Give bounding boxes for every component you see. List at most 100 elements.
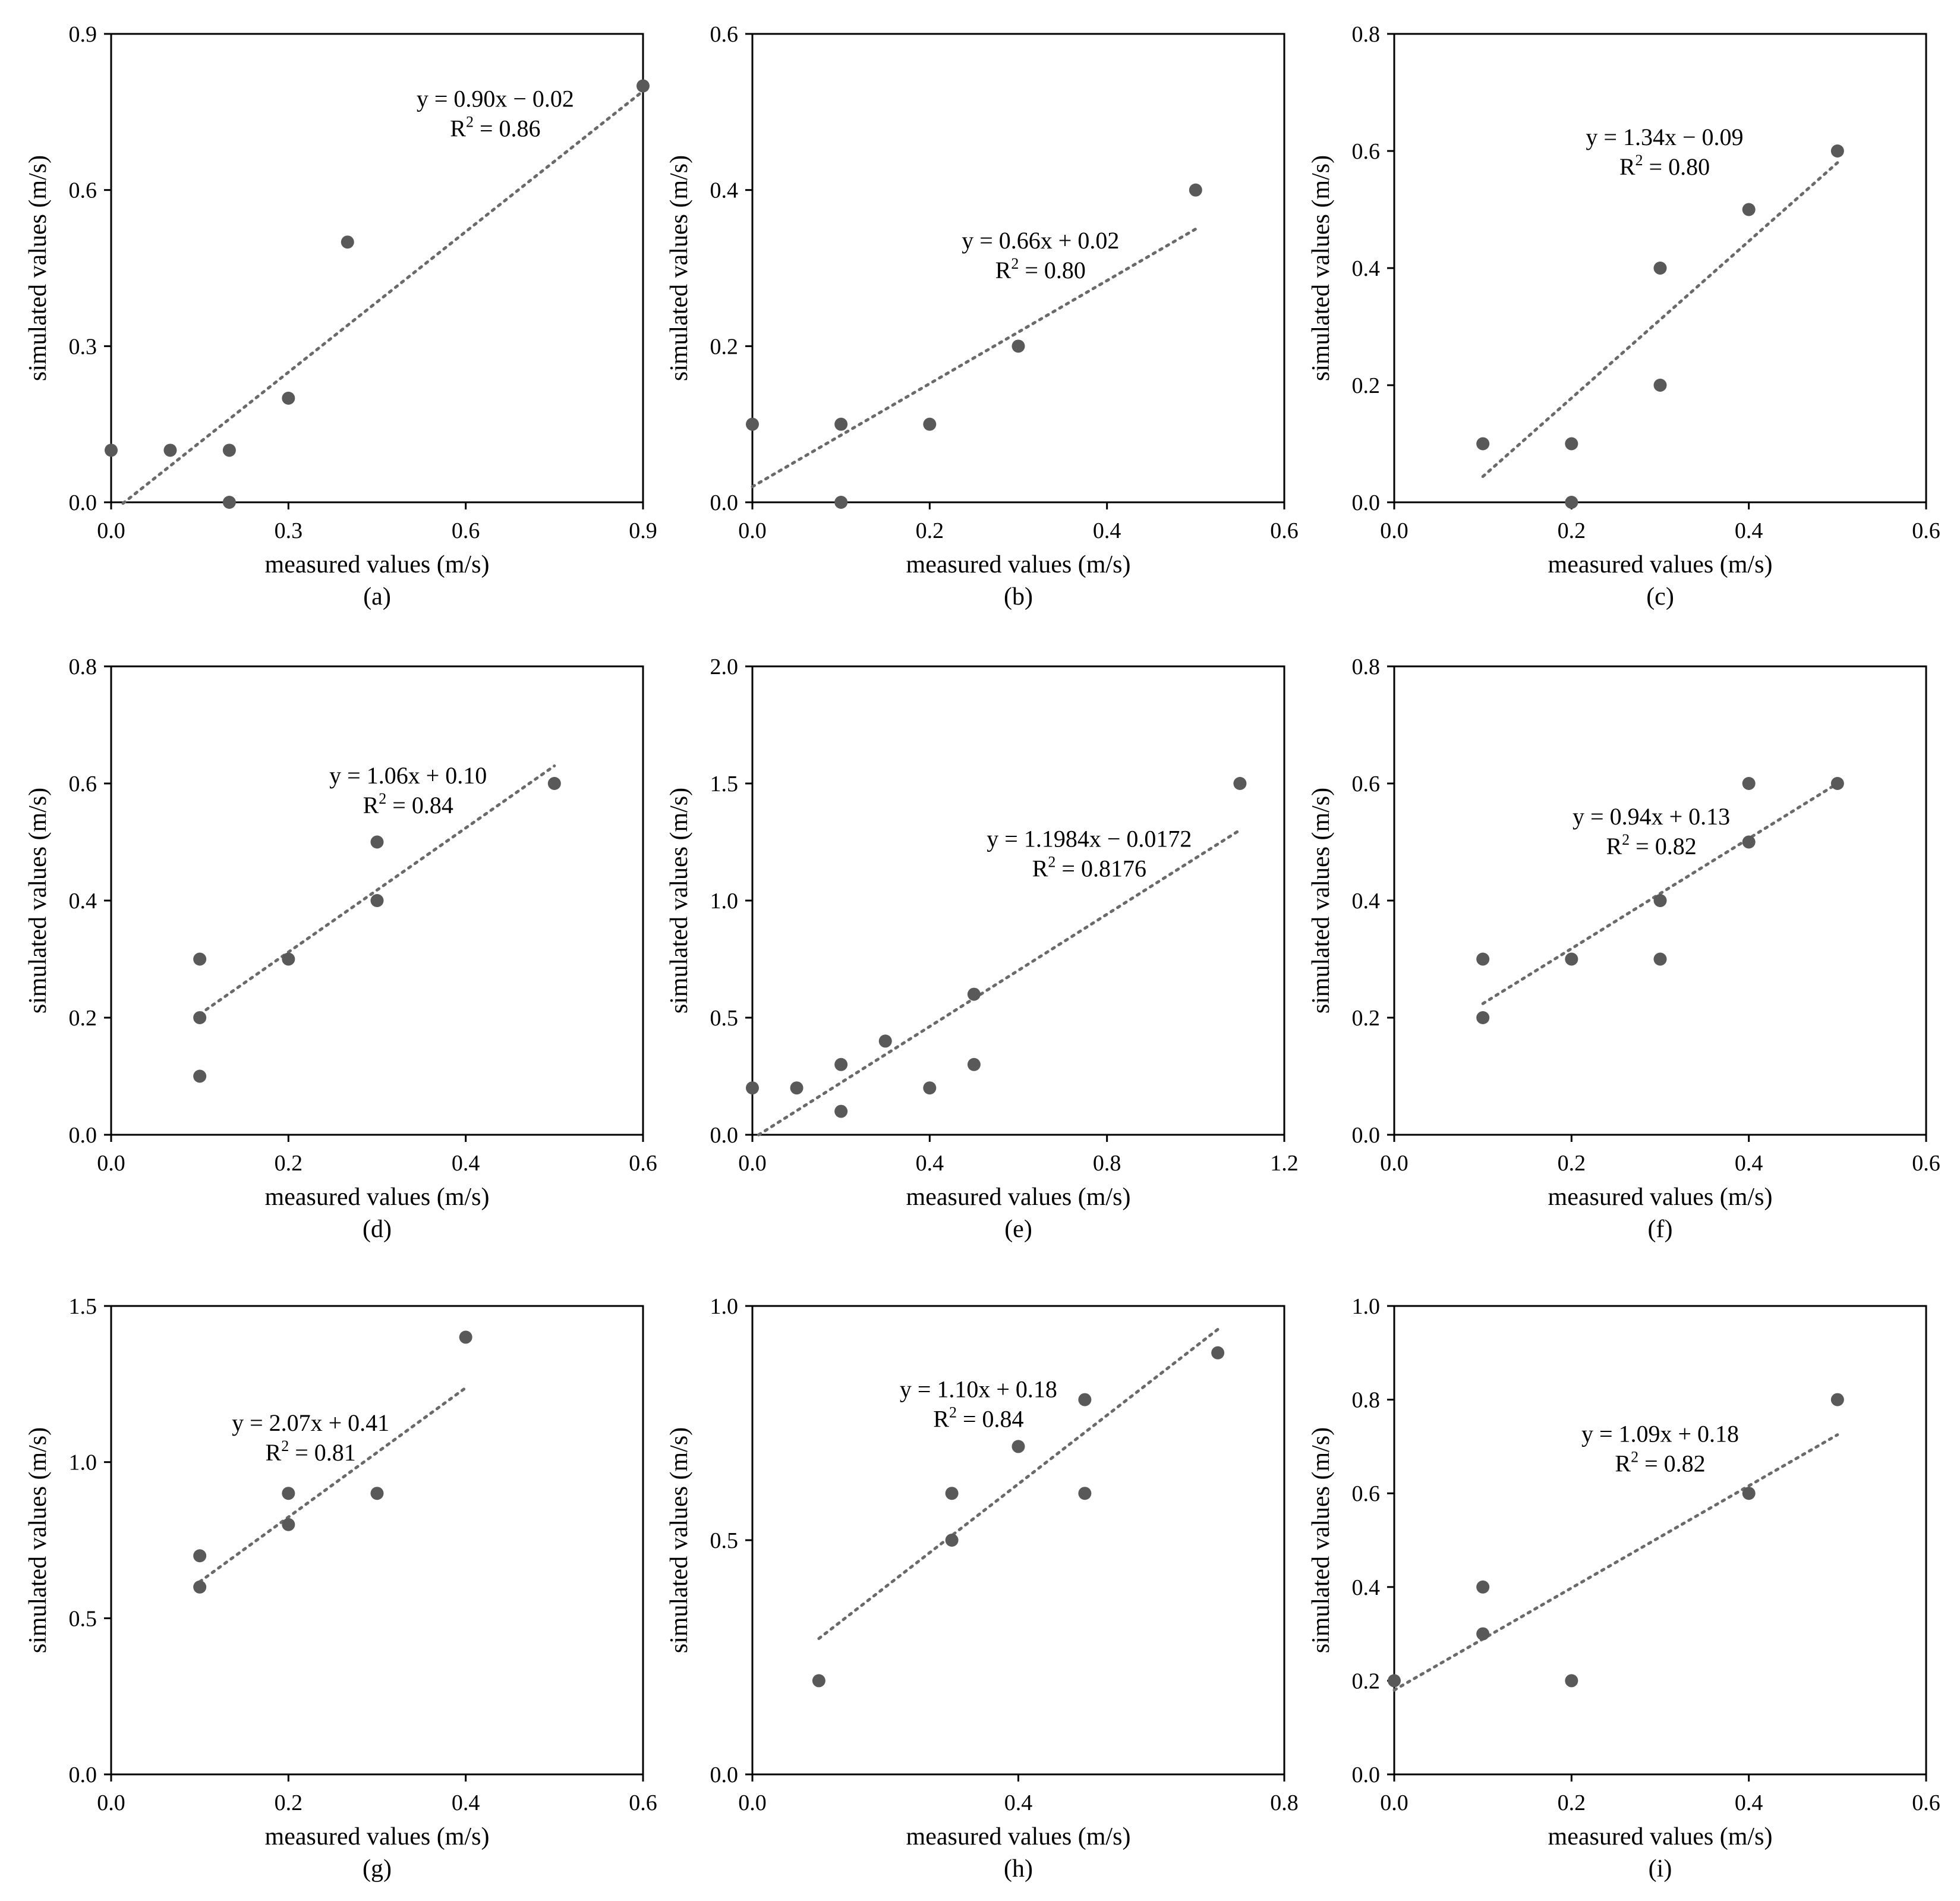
chart-panel-1: 0.0 0.3 0.6 0.9 0.0 0.3 0.6 0.9 measured values … [24, 22, 657, 610]
y-axis-label: simulated values (m/s) [666, 788, 693, 1014]
y-tick-label: 0.8 [1352, 1388, 1381, 1413]
r2-prefix: R [933, 1406, 949, 1433]
x-axis-label: measured values (m/s) [906, 1823, 1131, 1850]
regression-equation: y = 1.06x + 0.10 [329, 762, 487, 789]
y-tick-label: 0.6 [1352, 139, 1381, 164]
r2-superscript: 2 [466, 114, 474, 131]
regression-equation: y = 0.94x + 0.13 [1573, 803, 1730, 830]
panel-caption: (i) [1649, 1855, 1672, 1883]
data-point [945, 1487, 959, 1500]
data-point [193, 1069, 207, 1083]
data-point [834, 496, 848, 509]
data-point [1742, 1487, 1756, 1500]
r-squared-label: R2 = 0.80 [1619, 152, 1710, 180]
regression-equation: y = 1.1984x − 0.0172 [987, 825, 1192, 852]
data-point [1476, 1011, 1490, 1024]
data-point [1565, 1674, 1578, 1688]
r2-value: = 0.80 [1019, 257, 1086, 284]
y-tick-label: 1.0 [710, 1294, 739, 1319]
data-point [459, 1330, 472, 1344]
chart-panel-2: 0.0 0.2 0.4 0.6 0.0 0.2 0.4 0.6 measured values … [666, 22, 1299, 610]
data-point [1078, 1487, 1092, 1500]
y-tick-label: 0.6 [1352, 1481, 1381, 1506]
r-squared-label: R2 = 0.81 [266, 1437, 356, 1466]
y-tick-label: 0.5 [710, 1006, 739, 1031]
data-point [834, 1057, 848, 1071]
data-point [222, 496, 236, 509]
x-tick-label: 0.9 [629, 518, 657, 543]
y-tick-label: 0.4 [1352, 1575, 1381, 1600]
y-tick-label: 0.2 [710, 334, 739, 359]
r2-superscript: 2 [1636, 152, 1643, 169]
x-axis-label: measured values (m/s) [1548, 551, 1773, 578]
r2-superscript: 2 [949, 1404, 957, 1421]
r2-superscript: 2 [1631, 1449, 1638, 1466]
data-point [945, 1534, 959, 1547]
x-tick-label: 0.6 [1912, 1790, 1940, 1815]
x-tick-label: 0.2 [1558, 518, 1586, 543]
y-axis-label: simulated values (m/s) [24, 155, 52, 381]
plot-frame [751, 665, 1285, 1136]
r2-prefix: R [1619, 153, 1636, 180]
data-point [878, 1034, 892, 1048]
r2-prefix: R [266, 1439, 282, 1466]
y-tick-label: 0.0 [1352, 1762, 1381, 1787]
x-axis-label: measured values (m/s) [265, 1823, 490, 1850]
trendline [751, 227, 1198, 489]
data-point [193, 1011, 207, 1024]
chart-panel-6: 0.0 0.2 0.4 0.6 0.0 0.2 0.4 0.6 0.8 measured valu… [1307, 654, 1940, 1243]
x-tick-label: 0.4 [916, 1151, 944, 1176]
x-tick-label: 0.8 [1093, 1151, 1121, 1176]
x-tick-label: 0.0 [738, 1790, 767, 1815]
x-tick-label: 0.4 [1735, 518, 1763, 543]
x-tick-label: 0.4 [1093, 518, 1121, 543]
data-point [222, 443, 236, 457]
panel-caption: (e) [1004, 1216, 1032, 1243]
panel-caption: (g) [363, 1855, 392, 1883]
x-tick-label: 0.4 [452, 1151, 480, 1176]
y-tick-label: 1.0 [1352, 1294, 1381, 1319]
y-tick-label: 0.0 [710, 490, 739, 515]
chart-panel-9: 0.0 0.2 0.4 0.6 0.0 0.2 0.4 0.6 0.8 1.0 measured v… [1307, 1294, 1940, 1883]
y-tick-label: 0.0 [69, 1123, 97, 1148]
x-axis-label: measured values (m/s) [265, 1184, 490, 1211]
trendline [1481, 161, 1839, 479]
r-squared-label: R2 = 0.84 [933, 1404, 1023, 1433]
panel-caption: (b) [1004, 583, 1033, 610]
x-tick-label: 0.0 [738, 1151, 767, 1176]
trendline [121, 89, 645, 505]
y-axis-label: simulated values (m/s) [666, 155, 693, 381]
r-squared-label: R2 = 0.8176 [1032, 853, 1146, 882]
chart-panel-8: 0.0 0.4 0.8 0.0 0.5 1.0 measured values (m/s) s… [666, 1294, 1299, 1883]
plot-frame [110, 33, 644, 503]
data-point [282, 391, 295, 405]
data-point [547, 777, 561, 790]
data-point [1476, 1627, 1490, 1641]
x-tick-label: 0.6 [452, 518, 480, 543]
trendline [1481, 782, 1839, 1005]
x-tick-label: 0.0 [97, 1151, 125, 1176]
regression-equation: y = 1.09x + 0.18 [1581, 1421, 1739, 1447]
data-point [1476, 1580, 1490, 1594]
y-tick-label: 0.5 [69, 1606, 97, 1631]
data-point [282, 1487, 295, 1500]
trendline [817, 1327, 1220, 1640]
y-tick-label: 0.4 [1352, 889, 1381, 914]
chart-panel-4: 0.0 0.2 0.4 0.6 0.0 0.2 0.4 0.6 0.8 measured valu… [24, 654, 657, 1243]
r2-prefix: R [450, 115, 466, 142]
data-point [1742, 835, 1756, 849]
y-tick-label: 0.6 [69, 772, 97, 797]
x-axis-label: measured values (m/s) [906, 1184, 1131, 1211]
x-axis-label: measured values (m/s) [906, 551, 1131, 578]
data-point [1653, 262, 1667, 275]
chart-panel-5: 0.0 0.4 0.8 1.2 0.0 0.5 1.0 1.5 2.0 measured valu… [666, 654, 1299, 1243]
data-point [1742, 203, 1756, 216]
y-tick-label: 0.0 [69, 490, 97, 515]
x-tick-label: 0.4 [1735, 1790, 1763, 1815]
y-tick-label: 0.2 [1352, 373, 1381, 398]
x-tick-label: 0.2 [916, 518, 944, 543]
trendline [198, 764, 556, 1016]
r2-superscript: 2 [1011, 255, 1019, 272]
y-tick-label: 0.2 [69, 1006, 97, 1031]
